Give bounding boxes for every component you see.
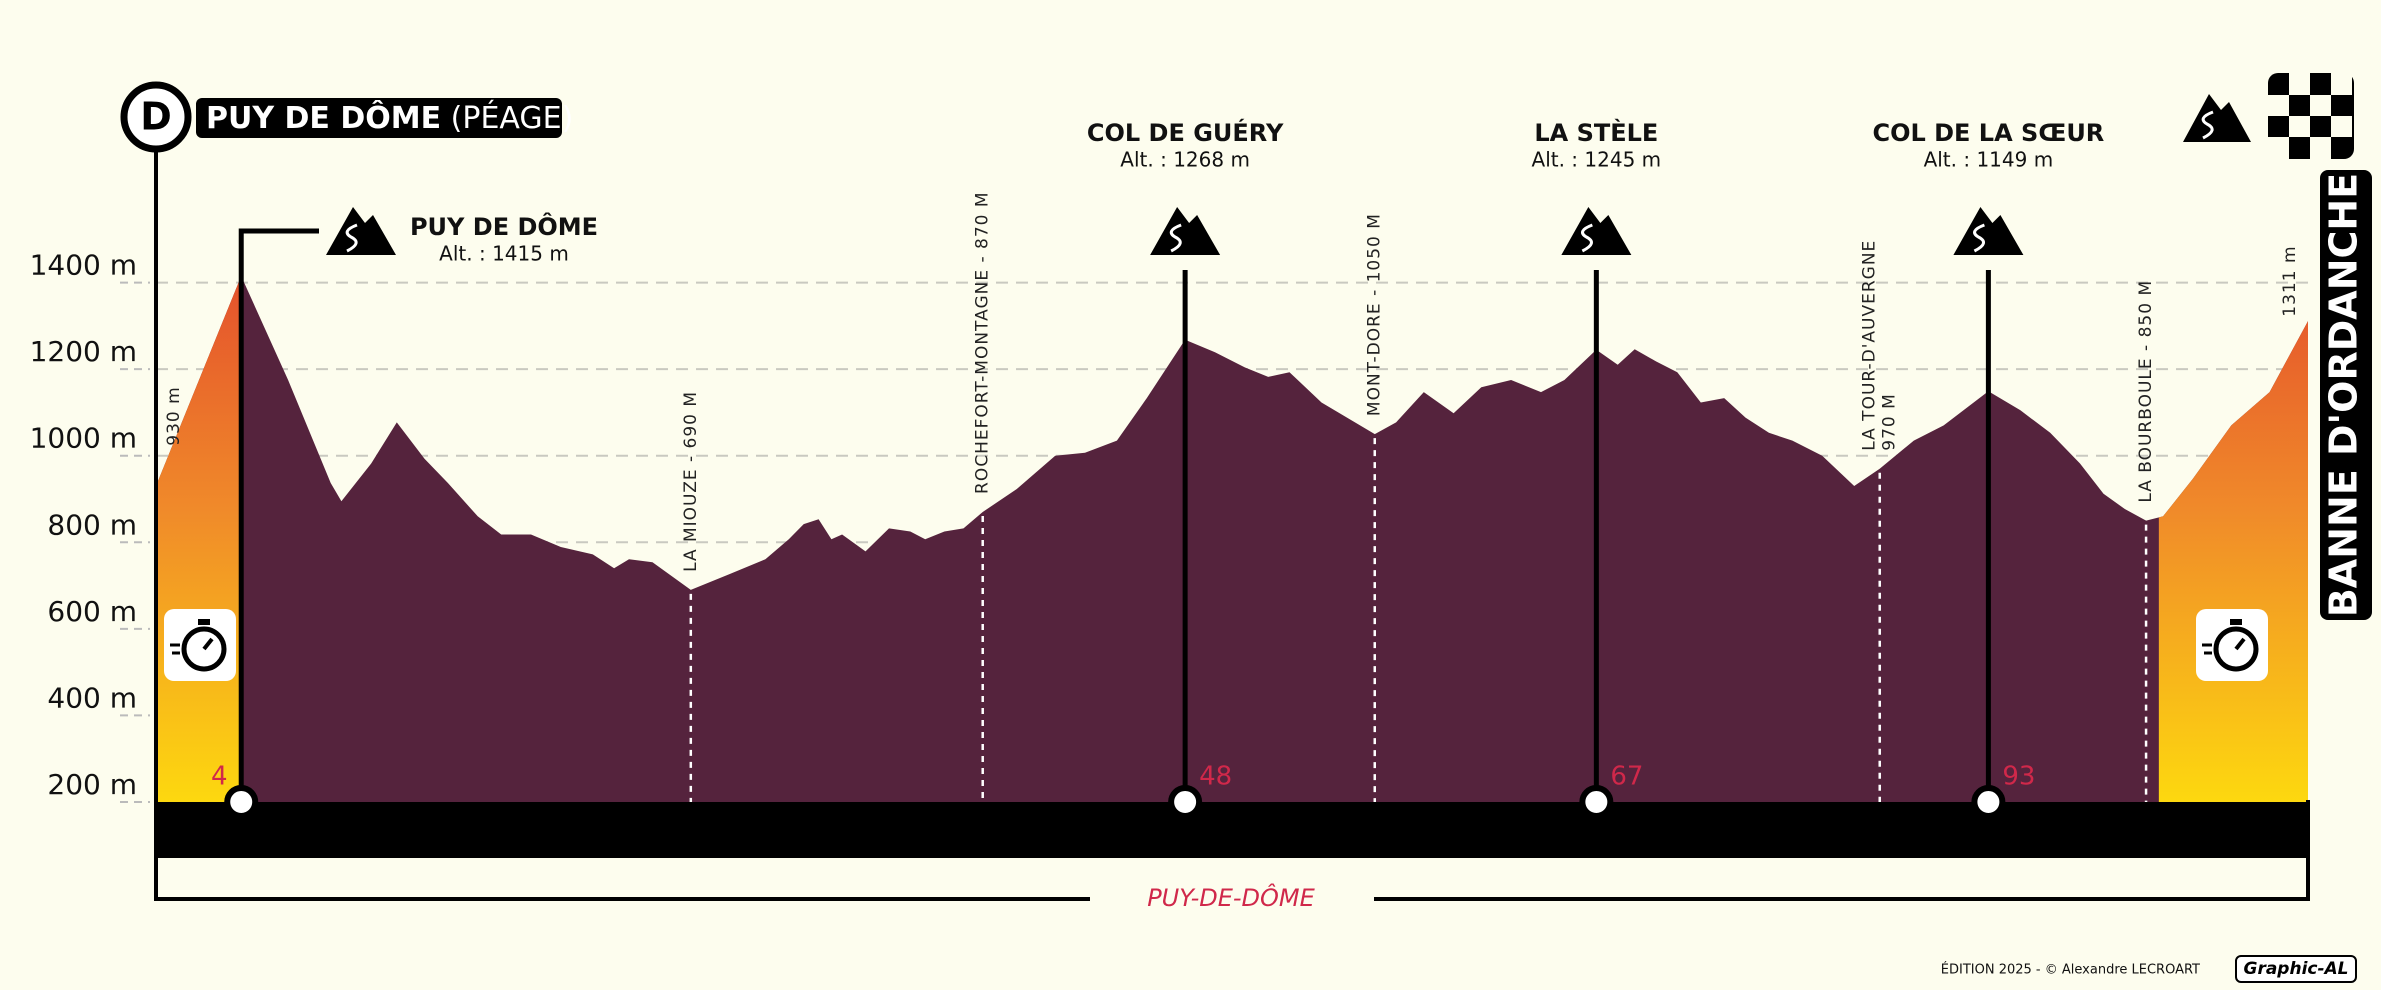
region: PUY-DE-DÔME [1147, 882, 1315, 912]
mountain-icon [1953, 207, 2024, 255]
start-note: (PÉAGE) [451, 100, 574, 136]
grid-layer [120, 281, 2308, 803]
mountain-icon [326, 207, 396, 255]
area-layer [156, 276, 2308, 803]
y-tick-label: 400 m [47, 681, 137, 714]
mountain-icon [1561, 207, 1632, 255]
climb-line [238, 228, 319, 802]
end-altitude: 1311 m [2280, 245, 2300, 316]
climb-marker-label: 93 [2002, 762, 2035, 792]
mountain-road [1973, 223, 1985, 253]
climb-name: PUY DE DÔME [410, 211, 598, 241]
y-tick-label: 1200 m [30, 335, 137, 368]
stopwatch-icon [2196, 609, 2268, 681]
mountain-shape [1953, 207, 2024, 255]
finish-name: BANNE D'ORDANCHE [2322, 173, 2366, 617]
finish-box [2320, 170, 2372, 620]
mountain-road [1169, 223, 1182, 253]
climb-altitude: Alt. : 1149 m [1924, 148, 2054, 172]
y-tick-label: 200 m [47, 768, 137, 801]
climb-name: COL DE GUÉRY [1087, 118, 1284, 147]
mountain-road [1581, 223, 1593, 253]
credit: ÉDITION 2025 - © Alexandre LECROART [1941, 962, 2200, 978]
start-badge [120, 81, 192, 153]
climb-marker [1971, 785, 2006, 819]
finish-mountain-icon [2183, 94, 2251, 142]
y-tick-label: 1400 m [30, 249, 137, 282]
checkered-flag [2268, 73, 2354, 159]
start-name: PUY DE DÔME (PÉAGE) [206, 99, 573, 136]
climb-marker-label: 48 [1199, 762, 1232, 792]
profile-area [156, 276, 2308, 803]
town-label: LA BOURBOULE - 850 M [2136, 280, 2156, 503]
mountain-shape [326, 207, 396, 255]
mountain-shape [1150, 207, 1221, 255]
climb-name: COL DE LA SŒUR [1872, 119, 2104, 147]
climb-marker-label: 4 [211, 762, 228, 792]
climb-altitude: Alt. : 1245 m [1532, 148, 1662, 172]
start-altitude: 930 m [164, 386, 184, 445]
climb-marker [224, 785, 259, 819]
mountain-icon [1150, 207, 1221, 255]
climb-marker [1168, 785, 1203, 819]
climb-marker-label: 67 [1610, 762, 1643, 792]
climb-altitude: Alt. : 1268 m [1120, 148, 1250, 172]
town-label: ROCHEFORT-MONTAGNE - 870 M [973, 191, 993, 494]
brand-box [2235, 955, 2357, 983]
mountain-road [345, 223, 358, 253]
mountain-shape [1561, 207, 1632, 255]
y-tick-label: 1000 m [30, 422, 137, 455]
y-tick-label: 800 m [47, 508, 137, 541]
town-label: LA MIOUZE - 690 M [681, 391, 701, 572]
y-tick-label: 600 m [47, 595, 137, 628]
timed-area [2158, 321, 2308, 802]
town-label: 970 M [1880, 393, 1900, 451]
town-label: LA TOUR-D'AUVERGNE [1860, 240, 1880, 451]
brand: Graphic-AL [2243, 959, 2348, 979]
town-label: MONT-DORE - 1050 M [1365, 213, 1385, 416]
climb-altitude: Alt. : 1415 m [439, 242, 569, 266]
climb-marker [1579, 785, 1614, 819]
start-badge-letter: D [140, 95, 172, 139]
stopwatch-icon [164, 609, 236, 681]
start-box [196, 98, 562, 138]
climb-name: LA STÈLE [1534, 118, 1658, 147]
start-name-main: PUY DE DÔME [206, 99, 441, 136]
km-bar [156, 802, 2308, 858]
